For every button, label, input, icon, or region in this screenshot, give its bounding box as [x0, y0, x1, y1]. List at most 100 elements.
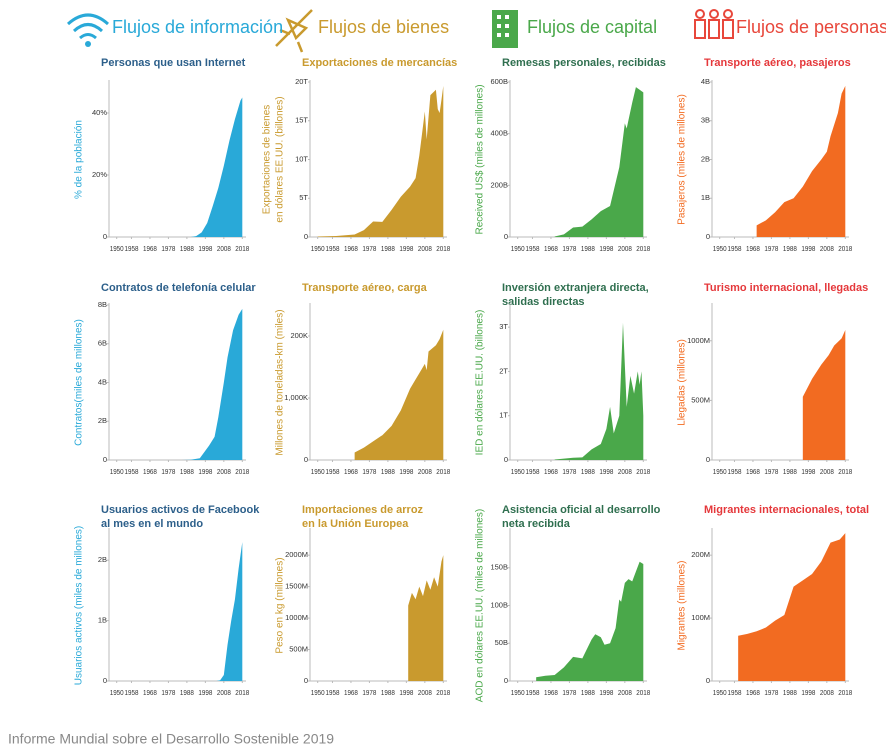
y-tick-label: 0: [304, 676, 308, 685]
x-tick-label: 1968: [143, 467, 157, 476]
x-tick-label: 2018: [838, 688, 852, 697]
x-tick-label: 1998: [801, 467, 815, 476]
y-tick-label: 0: [103, 676, 107, 685]
y-axis-label: IED en dólares EE.UU. (billones): [475, 310, 486, 456]
y-tick-label: 500M: [691, 395, 710, 404]
x-tick-label: 1950: [110, 467, 124, 476]
icon-people: [694, 9, 734, 39]
x-tick-label: 1988: [381, 244, 395, 253]
x-tick-label: 1968: [344, 244, 358, 253]
y-axis-label: Contratos(miles de millones): [74, 319, 85, 446]
y-tick-label: 3T: [499, 322, 508, 331]
y-tick-label: 2000M: [285, 550, 308, 559]
y-axis-label: Usuarios activos (miles de millones): [74, 526, 85, 686]
x-tick-label: 1988: [783, 688, 797, 697]
x-tick-label: 1958: [525, 688, 539, 697]
x-tick-label: 1950: [311, 688, 325, 697]
icon-wifi: [66, 13, 110, 47]
x-tick-label: 2018: [436, 244, 450, 253]
x-tick-label: 1998: [599, 467, 613, 476]
x-tick-label: 1978: [362, 467, 376, 476]
y-tick-label: 0: [504, 676, 508, 685]
x-tick-label: 1968: [544, 467, 558, 476]
y-tick-label: 2B: [98, 416, 107, 425]
x-tick-label: 2008: [618, 244, 632, 253]
y-axis-label: % de la población: [74, 120, 85, 199]
x-tick-label: 1978: [161, 688, 175, 697]
y-tick-label: 50B: [495, 638, 508, 647]
y-axis-label: en dólares EE.UU. (billones): [275, 96, 286, 222]
chart-title: Contratos de telefonía celular: [101, 282, 256, 294]
x-tick-label: 1988: [581, 467, 595, 476]
area: [756, 85, 846, 237]
x-tick-label: 1988: [783, 467, 797, 476]
x-tick-label: 1978: [764, 244, 778, 253]
y-tick-label: 200K: [290, 331, 308, 340]
y-tick-label: 2T: [499, 366, 508, 375]
chart-title: Transporte aéreo, pasajeros: [704, 57, 851, 69]
y-axis-label: Pasajeros (miles de millones): [677, 94, 688, 225]
x-tick-label: 1988: [381, 688, 395, 697]
x-tick-label: 1998: [399, 244, 413, 253]
x-tick-label: 1950: [713, 244, 727, 253]
x-tick-label: 2018: [436, 688, 450, 697]
x-tick-label: 1958: [727, 244, 741, 253]
chart-title: Exportaciones de mercancías: [302, 57, 457, 69]
x-tick-label: 2008: [618, 467, 632, 476]
x-tick-label: 1958: [124, 244, 138, 253]
y-tick-label: 500M: [289, 645, 308, 654]
y-tick-label: 0: [706, 455, 710, 464]
x-tick-label: 2008: [217, 244, 231, 253]
chart-title: Migrantes internacionales, total: [704, 504, 869, 516]
y-tick-label: 0: [504, 455, 508, 464]
x-tick-label: 2018: [235, 467, 249, 476]
area: [317, 85, 444, 237]
chart-title: al mes en el mundo: [101, 518, 203, 530]
column-title: Flujos de capital: [527, 17, 657, 37]
x-tick-label: 1978: [562, 244, 576, 253]
x-tick-label: 2008: [217, 467, 231, 476]
y-axis-label: Millones de toneladas-km (miles): [275, 309, 286, 455]
column-title: Flujos de bienes: [318, 17, 449, 37]
x-tick-label: 2008: [820, 688, 834, 697]
y-axis-label: Received US$ (miles de millones): [475, 84, 486, 234]
y-tick-label: 8B: [98, 300, 107, 309]
x-tick-label: 2018: [636, 688, 650, 697]
y-tick-label: 0: [103, 232, 107, 241]
x-tick-label: 1988: [381, 467, 395, 476]
x-tick-label: 1958: [124, 688, 138, 697]
x-tick-label: 1978: [362, 688, 376, 697]
x-tick-label: 2018: [636, 467, 650, 476]
area: [408, 555, 444, 681]
x-tick-label: 1998: [198, 688, 212, 697]
x-tick-label: 2008: [820, 467, 834, 476]
area: [802, 330, 846, 460]
x-tick-label: 1978: [362, 244, 376, 253]
y-tick-label: 1000M: [285, 613, 308, 622]
x-tick-label: 1950: [511, 244, 525, 253]
icon-plane: [275, 9, 313, 53]
x-tick-label: 1968: [344, 688, 358, 697]
y-tick-label: 0: [103, 455, 107, 464]
x-tick-label: 1950: [713, 467, 727, 476]
chart-title: en la Unión Europea: [302, 518, 409, 530]
y-tick-label: 1,000K: [284, 393, 308, 402]
area: [536, 561, 644, 681]
x-tick-label: 1950: [713, 688, 727, 697]
x-tick-label: 1978: [764, 688, 778, 697]
x-tick-label: 1988: [180, 467, 194, 476]
x-tick-label: 2018: [436, 467, 450, 476]
x-tick-label: 1958: [727, 688, 741, 697]
x-tick-label: 1958: [325, 244, 339, 253]
chart-title: Asistencia oficial al desarrollo: [502, 504, 661, 516]
x-tick-label: 2018: [636, 244, 650, 253]
x-tick-label: 1958: [325, 688, 339, 697]
y-tick-label: 4B: [701, 77, 710, 86]
x-tick-label: 2018: [838, 467, 852, 476]
y-tick-label: 600B: [490, 77, 508, 86]
x-tick-label: 2008: [217, 688, 231, 697]
x-tick-label: 1950: [511, 688, 525, 697]
y-tick-label: 4B: [98, 377, 107, 386]
x-tick-label: 1958: [124, 467, 138, 476]
